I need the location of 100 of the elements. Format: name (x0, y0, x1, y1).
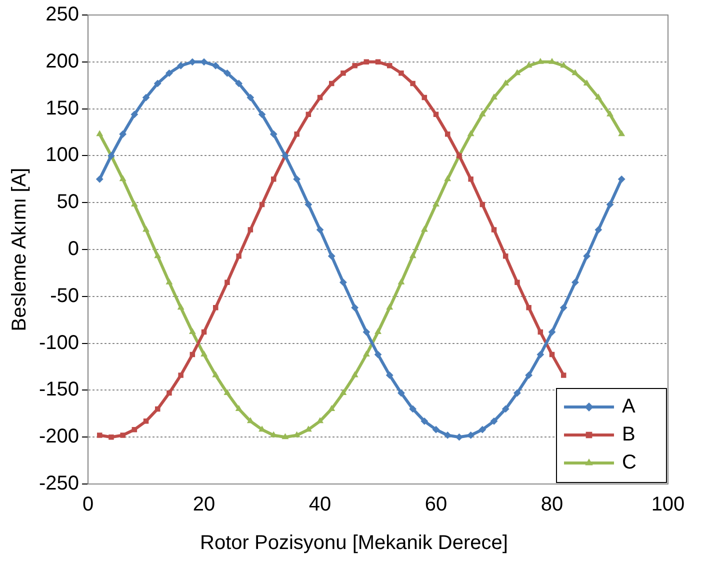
point (444, 132, 450, 137)
point (444, 176, 451, 182)
point (189, 328, 196, 334)
point (224, 280, 230, 285)
point (306, 112, 312, 118)
point (502, 253, 508, 259)
point (97, 432, 102, 438)
point (294, 432, 300, 438)
point (154, 80, 162, 87)
point (572, 278, 579, 286)
legend-label: B (622, 424, 636, 446)
x-tick-label: 80 (540, 494, 564, 516)
y-tick-label: 50 (56, 191, 80, 214)
point (526, 305, 532, 310)
point (177, 62, 184, 70)
point (236, 405, 242, 411)
y-tick-label: 150 (46, 97, 80, 120)
point (351, 304, 358, 312)
point (352, 372, 358, 378)
point (409, 405, 416, 412)
point (328, 405, 335, 411)
legend-label: C (622, 452, 636, 474)
y-axis-title: Besleme Akımı [A] (8, 168, 31, 332)
x-tick-label: 60 (424, 494, 448, 516)
point (467, 432, 474, 439)
point (212, 62, 220, 70)
point (548, 328, 556, 336)
point (259, 202, 265, 208)
point (96, 130, 103, 136)
y-tick-label: -200 (39, 426, 80, 448)
point (166, 70, 173, 77)
point (514, 70, 520, 76)
point (258, 110, 266, 118)
point (525, 372, 532, 379)
point (398, 278, 404, 284)
point (490, 94, 498, 100)
point (293, 176, 300, 183)
point (155, 406, 160, 412)
point (340, 390, 346, 396)
point (142, 226, 150, 232)
point (304, 200, 312, 208)
point (317, 94, 323, 100)
point (420, 418, 428, 425)
x-tick-label: 100 (651, 494, 685, 516)
point (560, 304, 568, 312)
point (328, 252, 336, 260)
point (246, 94, 254, 102)
point (142, 94, 150, 102)
point (188, 58, 196, 66)
y-tick-label: -250 (39, 472, 80, 495)
point (316, 418, 324, 424)
point (386, 63, 392, 68)
point (374, 328, 382, 334)
point (235, 80, 242, 87)
point (421, 226, 428, 232)
point (131, 200, 138, 206)
point (468, 176, 474, 182)
x-tick-label: 40 (308, 494, 332, 516)
y-tick-label: 0 (68, 238, 80, 260)
point (456, 434, 463, 441)
point (96, 176, 104, 183)
point (478, 426, 486, 434)
point (108, 434, 114, 440)
point (364, 59, 370, 65)
point (375, 59, 381, 65)
point (201, 329, 207, 335)
point (468, 130, 474, 136)
point (410, 80, 416, 86)
point (595, 94, 602, 100)
point (606, 110, 614, 116)
point (410, 252, 416, 258)
point (606, 200, 614, 208)
point (618, 130, 625, 136)
point (514, 280, 520, 285)
point (119, 130, 126, 138)
point (386, 372, 394, 379)
point (362, 328, 370, 336)
point (432, 200, 440, 206)
point (271, 176, 276, 182)
point (560, 372, 566, 378)
point (178, 372, 184, 378)
point (594, 226, 602, 234)
point (422, 94, 428, 100)
point (583, 252, 590, 260)
point (444, 432, 452, 439)
legend-label: A (622, 396, 636, 418)
point (143, 418, 149, 424)
y-tick-label: -150 (39, 378, 80, 401)
point (502, 405, 510, 412)
point (213, 305, 218, 310)
point (120, 432, 126, 438)
point (132, 426, 138, 432)
point (491, 227, 497, 232)
point (270, 432, 277, 438)
point (200, 58, 208, 66)
point (618, 176, 626, 183)
y-tick-label: -50 (50, 284, 80, 307)
point (352, 63, 358, 68)
point (432, 426, 440, 434)
point (549, 352, 555, 358)
